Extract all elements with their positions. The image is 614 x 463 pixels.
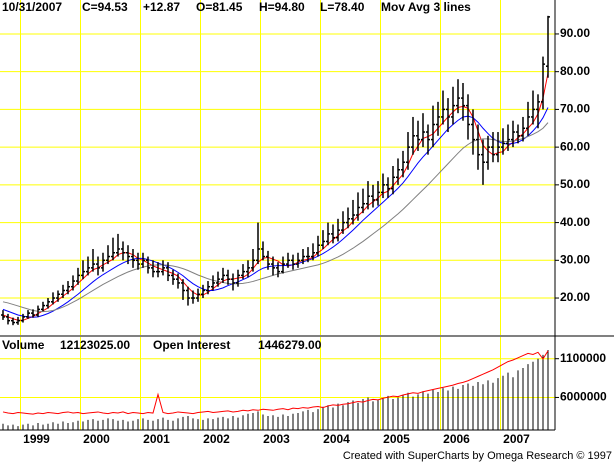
y-tick-label: 20.00 xyxy=(560,290,590,304)
y-tick-label: 60.00 xyxy=(560,139,590,153)
footer: Created with SuperCharts by Omega Resear… xyxy=(343,450,612,462)
panel-label: Open Interest xyxy=(153,338,230,352)
y-tick-label: 80.00 xyxy=(560,64,590,78)
header-label: Mov Avg 3 lines xyxy=(381,0,471,14)
header-label: L=78.40 xyxy=(320,0,365,14)
header-label: O=81.45 xyxy=(196,0,243,14)
y-tick-label: 50.00 xyxy=(560,177,590,191)
moving-average-line xyxy=(2,73,549,321)
y-tick-label: 6000000 xyxy=(560,390,607,404)
moving-average-line xyxy=(2,122,549,313)
x-tick-label: 2000 xyxy=(83,432,110,446)
x-tick-label: 2007 xyxy=(503,432,530,446)
y-tick-label: 1100000 xyxy=(560,351,606,365)
panel-label: Volume xyxy=(2,338,45,352)
x-tick-label: 2001 xyxy=(143,432,170,446)
header-label: C=94.53 xyxy=(82,0,128,14)
x-tick-label: 2005 xyxy=(383,432,410,446)
x-tick-label: 2006 xyxy=(443,432,470,446)
y-tick-label: 30.00 xyxy=(560,252,590,266)
x-tick-label: 2004 xyxy=(323,432,350,446)
x-tick-label: 1999 xyxy=(23,432,50,446)
y-tick-label: 70.00 xyxy=(560,102,590,116)
date-label: 10/31/2007 xyxy=(2,0,62,14)
header-label: +12.87 xyxy=(143,0,180,14)
readout: 1446279.00 xyxy=(258,338,322,352)
open-interest-line xyxy=(2,350,549,415)
x-tick-label: 2002 xyxy=(203,432,230,446)
readout: 12123025.00 xyxy=(60,338,130,352)
header-label: H=94.80 xyxy=(259,0,305,14)
y-tick-label: 90.00 xyxy=(560,26,590,40)
moving-average-line xyxy=(2,107,549,318)
x-tick-label: 2003 xyxy=(263,432,290,446)
y-tick-label: 40.00 xyxy=(560,215,590,229)
